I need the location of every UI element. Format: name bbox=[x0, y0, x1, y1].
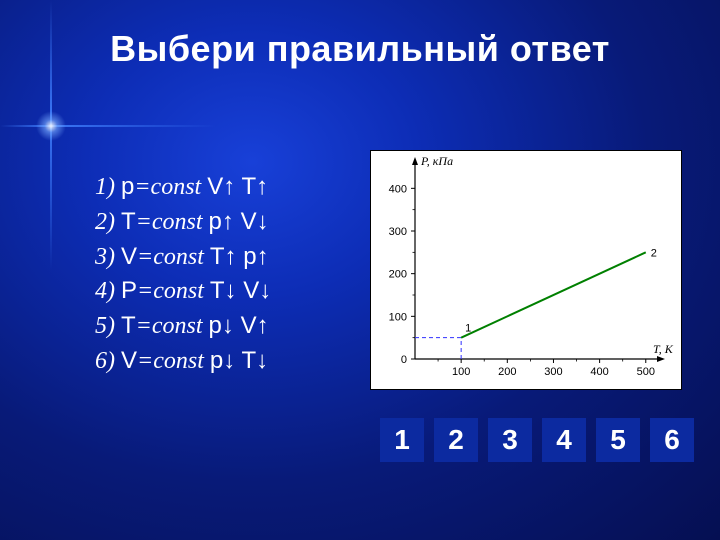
option-var3: T bbox=[241, 347, 256, 374]
arrow-icon: ↓ bbox=[259, 277, 271, 304]
svg-text:200: 200 bbox=[389, 269, 407, 281]
answer-button-1[interactable]: 1 bbox=[380, 418, 424, 462]
option-row: 5)T=const p↓ V↑ bbox=[95, 309, 271, 344]
option-var2: V bbox=[207, 173, 223, 200]
option-var2: T bbox=[210, 243, 225, 270]
option-number: 6) bbox=[95, 348, 115, 374]
flare-horizontal bbox=[0, 125, 720, 127]
option-var1: V bbox=[121, 243, 137, 270]
option-number: 1) bbox=[95, 174, 115, 200]
option-var1: p bbox=[121, 173, 134, 200]
svg-text:P, кПа: P, кПа bbox=[420, 154, 453, 168]
option-row: 4)P=const T↓ V↓ bbox=[95, 274, 271, 309]
answer-button-4[interactable]: 4 bbox=[542, 418, 586, 462]
option-var3: T bbox=[241, 173, 256, 200]
option-var3: V bbox=[241, 208, 257, 235]
option-number: 5) bbox=[95, 313, 115, 339]
option-const: =const bbox=[137, 348, 210, 374]
svg-text:300: 300 bbox=[389, 226, 407, 238]
option-var1: T bbox=[121, 208, 136, 235]
arrow-icon: ↓ bbox=[256, 347, 268, 374]
option-var2: p bbox=[210, 347, 223, 374]
svg-text:200: 200 bbox=[498, 366, 516, 378]
svg-text:1: 1 bbox=[465, 323, 471, 335]
answer-button-5[interactable]: 5 bbox=[596, 418, 640, 462]
option-row: 3)V=const T↑ p↑ bbox=[95, 240, 271, 275]
svg-text:0: 0 bbox=[401, 354, 407, 366]
arrow-icon: ↑ bbox=[257, 243, 269, 270]
options-list: 1)p=const V↑ T↑2)T=const p↑ V↓3)V=const … bbox=[95, 170, 271, 379]
svg-text:300: 300 bbox=[544, 366, 562, 378]
arrow-icon: ↓ bbox=[223, 347, 235, 374]
pt-chart: 0 100 200 300 400 100 200 300 400 500 P, кПа T, K 1 2 bbox=[370, 150, 682, 390]
option-row: 6)V=const p↓ T↓ bbox=[95, 344, 271, 379]
option-var2: T bbox=[210, 277, 225, 304]
answer-button-2[interactable]: 2 bbox=[434, 418, 478, 462]
slide: Выбери правильный ответ 1)p=const V↑ T↑2… bbox=[0, 0, 720, 540]
svg-text:2: 2 bbox=[651, 247, 657, 259]
answer-button-row: 123456 bbox=[380, 418, 694, 462]
option-const: =const bbox=[134, 174, 207, 200]
arrow-icon: ↑ bbox=[257, 312, 269, 339]
arrow-icon: ↓ bbox=[225, 277, 237, 304]
slide-title: Выбери правильный ответ bbox=[0, 28, 720, 70]
option-var1: V bbox=[121, 347, 137, 374]
option-const: =const bbox=[136, 209, 209, 235]
answer-button-3[interactable]: 3 bbox=[488, 418, 532, 462]
option-var2: p bbox=[209, 208, 222, 235]
answer-button-6[interactable]: 6 bbox=[650, 418, 694, 462]
option-var2: p bbox=[209, 312, 222, 339]
svg-text:100: 100 bbox=[452, 366, 470, 378]
option-const: =const bbox=[137, 278, 210, 304]
arrow-icon: ↑ bbox=[222, 208, 234, 235]
option-number: 3) bbox=[95, 244, 115, 270]
option-row: 2)T=const p↑ V↓ bbox=[95, 205, 271, 240]
option-const: =const bbox=[136, 313, 209, 339]
pt-chart-svg: 0 100 200 300 400 100 200 300 400 500 P, кПа T, K 1 2 bbox=[371, 151, 681, 389]
svg-text:500: 500 bbox=[637, 366, 655, 378]
arrow-icon: ↑ bbox=[256, 173, 268, 200]
option-number: 2) bbox=[95, 209, 115, 235]
svg-text:100: 100 bbox=[389, 311, 407, 323]
flare-vertical bbox=[50, 0, 52, 540]
option-var3: V bbox=[241, 312, 257, 339]
option-var3: V bbox=[243, 277, 259, 304]
option-const: =const bbox=[137, 244, 210, 270]
option-row: 1)p=const V↑ T↑ bbox=[95, 170, 271, 205]
option-var1: T bbox=[121, 312, 136, 339]
svg-text:T, K: T, K bbox=[653, 342, 674, 356]
option-number: 4) bbox=[95, 278, 115, 304]
svg-text:400: 400 bbox=[590, 366, 608, 378]
svg-text:400: 400 bbox=[389, 183, 407, 195]
arrow-icon: ↑ bbox=[225, 243, 237, 270]
arrow-icon: ↓ bbox=[257, 208, 269, 235]
option-var3: p bbox=[243, 243, 256, 270]
arrow-icon: ↓ bbox=[222, 312, 234, 339]
flare-core bbox=[36, 111, 66, 141]
arrow-icon: ↑ bbox=[223, 173, 235, 200]
option-var1: P bbox=[121, 277, 137, 304]
